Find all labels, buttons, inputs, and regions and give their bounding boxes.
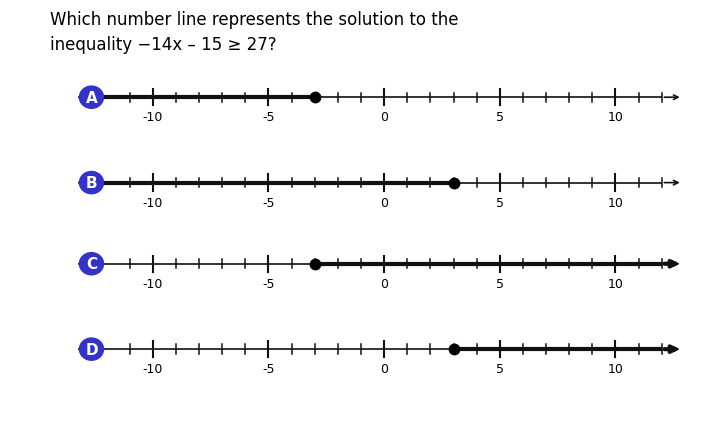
Circle shape [80,338,103,360]
Circle shape [80,253,103,275]
Text: 5: 5 [496,277,504,290]
Text: -5: -5 [262,111,275,124]
Text: 5: 5 [496,196,504,209]
Text: 0: 0 [380,196,388,209]
Text: -10: -10 [143,363,163,375]
Text: 0: 0 [380,111,388,124]
Text: -10: -10 [143,277,163,290]
Text: inequality −14x – 15 ≥ 27?: inequality −14x – 15 ≥ 27? [50,36,277,54]
Circle shape [80,87,103,109]
Text: B: B [85,176,97,191]
Text: 10: 10 [607,196,623,209]
Text: 5: 5 [496,363,504,375]
Text: 0: 0 [380,363,388,375]
Text: Which number line represents the solution to the: Which number line represents the solutio… [50,11,459,29]
Text: A: A [85,90,98,106]
Text: -10: -10 [143,196,163,209]
Text: 10: 10 [607,111,623,124]
Text: -5: -5 [262,363,275,375]
Text: D: D [85,342,98,357]
Text: -5: -5 [262,277,275,290]
Text: -5: -5 [262,196,275,209]
Circle shape [80,172,103,194]
Text: C: C [86,256,97,272]
Text: 10: 10 [607,363,623,375]
Text: 5: 5 [496,111,504,124]
Text: 0: 0 [380,277,388,290]
Text: -10: -10 [143,111,163,124]
Text: 10: 10 [607,277,623,290]
